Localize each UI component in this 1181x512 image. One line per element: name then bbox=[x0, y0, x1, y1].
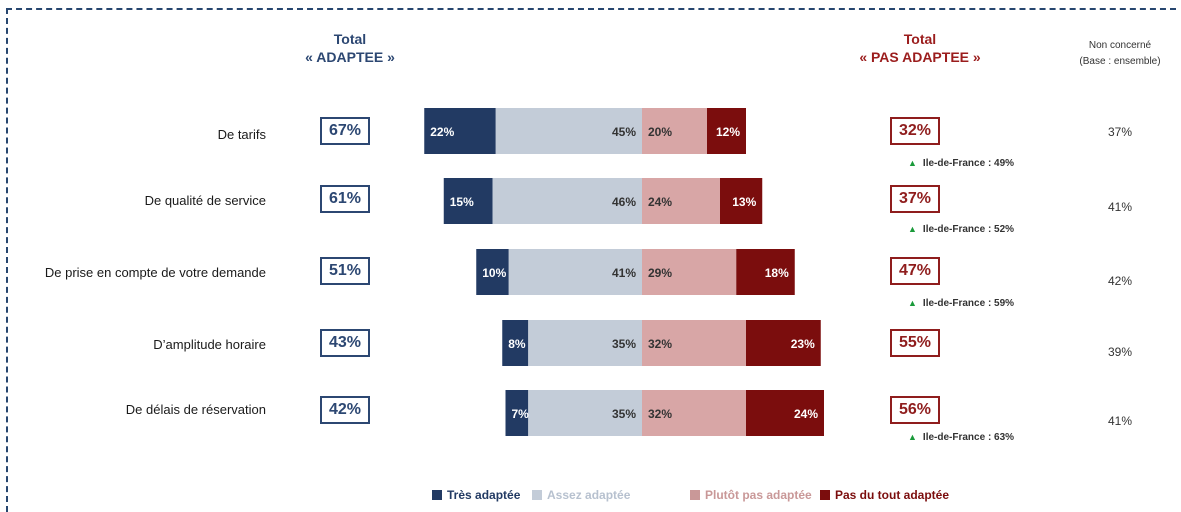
bar-segment-tres-adaptee bbox=[505, 390, 529, 436]
up-triangle-icon: ▲ bbox=[908, 298, 917, 308]
bar-segment-pas-du-tout-adaptee bbox=[746, 320, 821, 366]
bar-data-label: 24% bbox=[648, 195, 672, 209]
row-label: D’amplitude horaire bbox=[153, 337, 266, 352]
non-concerne-value: 37% bbox=[1108, 125, 1133, 139]
total-pas-adaptee-box: 47% bbox=[890, 257, 940, 285]
header-total-pas-adaptee-line2: « PAS ADAPTEE » bbox=[859, 49, 981, 65]
bar-data-label: 32% bbox=[648, 407, 672, 421]
header-total-pas-adaptee-line1: Total bbox=[903, 31, 937, 47]
bar-data-label: 35% bbox=[612, 337, 636, 351]
bar-data-label: 10% bbox=[482, 266, 506, 280]
total-adaptee-box: 43% bbox=[320, 329, 370, 357]
header-total-adaptee-line1: Total bbox=[333, 31, 367, 47]
total-adaptee-box: 61% bbox=[320, 185, 370, 213]
bar-segment-tres-adaptee bbox=[476, 249, 509, 295]
total-adaptee-box: 51% bbox=[320, 257, 370, 285]
legend-swatch bbox=[532, 490, 542, 500]
bar-data-label: 32% bbox=[648, 337, 672, 351]
bar-segment-pas-du-tout-adaptee bbox=[707, 108, 746, 154]
bar-data-label: 29% bbox=[648, 266, 672, 280]
bar-data-label: 23% bbox=[791, 337, 815, 351]
header-total-adaptee: Total « ADAPTEE » bbox=[290, 30, 410, 66]
header-total-adaptee-line2: « ADAPTEE » bbox=[305, 49, 395, 65]
bar-segment-plutot-pas-adaptee bbox=[642, 178, 720, 224]
non-concerne-value: 39% bbox=[1108, 345, 1133, 359]
bar-segment-plutot-pas-adaptee bbox=[642, 108, 707, 154]
up-triangle-icon: ▲ bbox=[908, 432, 917, 442]
bar-data-label: 41% bbox=[612, 266, 636, 280]
bar-segment-assez-adaptee bbox=[528, 390, 642, 436]
total-pas-adaptee-box: 32% bbox=[890, 117, 940, 145]
legend-label: Assez adaptée bbox=[547, 488, 631, 502]
bar-data-label: 18% bbox=[765, 266, 789, 280]
legend-swatch bbox=[690, 490, 700, 500]
bar-data-label: 7% bbox=[512, 407, 530, 421]
bar-segment-plutot-pas-adaptee bbox=[642, 390, 746, 436]
idf-note-text: Ile-de-France : 59% bbox=[922, 298, 1015, 309]
bar-segment-pas-du-tout-adaptee bbox=[746, 390, 824, 436]
header-non-concerne-line2: (Base : ensemble) bbox=[1079, 56, 1161, 67]
bar-segment-pas-du-tout-adaptee bbox=[720, 178, 763, 224]
header-non-concerne-line1: Non concerné bbox=[1088, 40, 1152, 51]
legend-label: Pas du tout adaptée bbox=[835, 488, 950, 502]
row-label: De tarifs bbox=[217, 127, 266, 142]
bar-data-label: 15% bbox=[450, 195, 474, 209]
legend-item-tres-adaptee: Très adaptée bbox=[432, 488, 520, 502]
bar-data-label: 22% bbox=[430, 125, 454, 139]
bar-data-label: 24% bbox=[794, 407, 818, 421]
idf-note-text: Ile-de-France : 63% bbox=[922, 432, 1015, 443]
total-pas-adaptee-box: 56% bbox=[890, 396, 940, 424]
total-pas-adaptee-box: 55% bbox=[890, 329, 940, 357]
legend-item-assez-adaptee: Assez adaptée bbox=[532, 488, 630, 502]
bar-segment-plutot-pas-adaptee bbox=[642, 249, 737, 295]
bar-data-label: 46% bbox=[612, 195, 636, 209]
bar-data-label: 20% bbox=[648, 125, 672, 139]
idf-note-text: Ile-de-France : 52% bbox=[922, 224, 1015, 235]
row-label: De délais de réservation bbox=[125, 402, 266, 417]
legend-swatch bbox=[820, 490, 830, 500]
total-pas-adaptee-box: 37% bbox=[890, 185, 940, 213]
header-total-pas-adaptee: Total « PAS ADAPTEE » bbox=[840, 30, 1000, 66]
non-concerne-value: 42% bbox=[1108, 274, 1133, 288]
bar-segment-tres-adaptee bbox=[502, 320, 529, 366]
legend-swatch bbox=[432, 490, 442, 500]
up-triangle-icon: ▲ bbox=[908, 224, 917, 234]
legend-item-plutot-pas-adaptee: Plutôt pas adaptée bbox=[690, 488, 812, 502]
idf-note: ▲ Ile-de-France : 59% bbox=[908, 298, 1014, 309]
legend-item-pas-du-tout-adaptee: Pas du tout adaptée bbox=[820, 488, 949, 502]
bar-segment-assez-adaptee bbox=[492, 178, 642, 224]
bar-data-label: 12% bbox=[716, 125, 740, 139]
total-adaptee-box: 42% bbox=[320, 396, 370, 424]
row-label: De prise en compte de votre demande bbox=[44, 265, 266, 280]
header-non-concerne: Non concerné (Base : ensemble) bbox=[1060, 38, 1180, 70]
bar-segment-plutot-pas-adaptee bbox=[642, 320, 746, 366]
bar-segment-pas-du-tout-adaptee bbox=[736, 249, 795, 295]
bar-segment-assez-adaptee bbox=[508, 249, 642, 295]
idf-note-text: Ile-de-France : 49% bbox=[922, 158, 1015, 169]
up-triangle-icon: ▲ bbox=[908, 158, 917, 168]
idf-note: ▲ Ile-de-France : 52% bbox=[908, 224, 1014, 235]
non-concerne-value: 41% bbox=[1108, 414, 1133, 428]
bar-segment-tres-adaptee bbox=[443, 178, 493, 224]
legend-label: Très adaptée bbox=[447, 488, 521, 502]
total-adaptee-box: 67% bbox=[320, 117, 370, 145]
bar-data-label: 35% bbox=[612, 407, 636, 421]
bar-data-label: 13% bbox=[732, 195, 756, 209]
legend-label: Plutôt pas adaptée bbox=[705, 488, 812, 502]
bar-segment-tres-adaptee bbox=[424, 108, 496, 154]
idf-note: ▲ Ile-de-France : 63% bbox=[908, 432, 1014, 443]
dashed-border-top bbox=[6, 8, 1176, 10]
non-concerne-value: 41% bbox=[1108, 200, 1133, 214]
bar-data-label: 8% bbox=[508, 337, 526, 351]
bar-data-label: 45% bbox=[612, 125, 636, 139]
idf-note: ▲ Ile-de-France : 49% bbox=[908, 158, 1014, 169]
row-label: De qualité de service bbox=[144, 193, 266, 208]
bar-segment-assez-adaptee bbox=[495, 108, 642, 154]
dashed-border-left bbox=[6, 8, 8, 512]
bar-segment-assez-adaptee bbox=[528, 320, 642, 366]
